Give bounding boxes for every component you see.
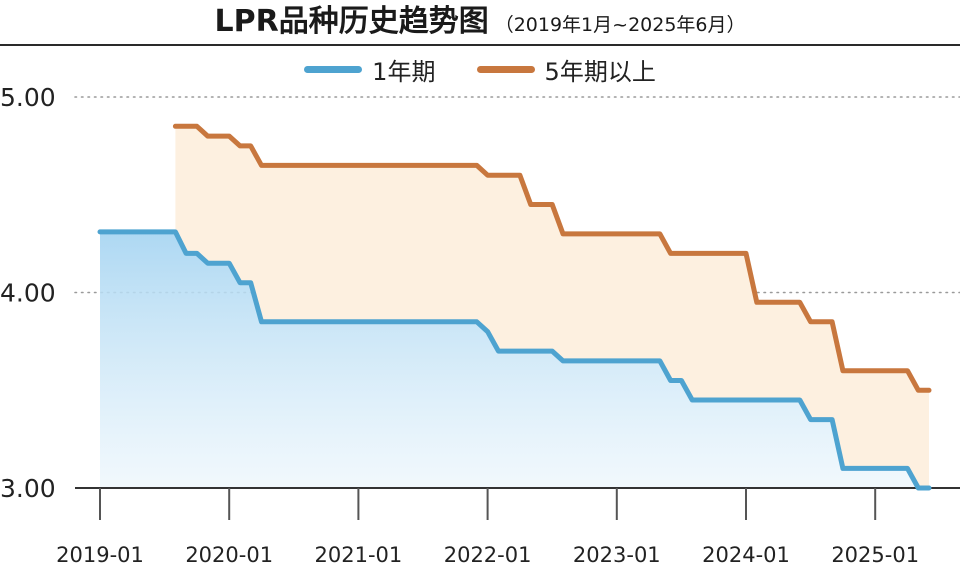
series-line-1y [97, 229, 932, 491]
x-tick-label-2019-01: 2019-01 [56, 543, 144, 565]
x-tick-label-2023-01: 2023-01 [573, 543, 661, 565]
legend-swatch-1y [304, 66, 363, 73]
x-tick-label-2021-01: 2021-01 [315, 543, 403, 565]
legend-swatch-5y [476, 66, 535, 73]
x-axis [75, 487, 960, 520]
legend: 1年期 5年期以上 [0, 52, 960, 92]
tick-labels: 3.00 4.00 5.00 2019-01 2020-01 2021-01 2022-01… [0, 83, 919, 565]
x-tick-label-2025-01: 2025-01 [831, 543, 919, 565]
legend-label-5y: 5年期以上 [544, 58, 656, 86]
y-tick-label-4.00: 4.00 [0, 279, 56, 308]
legend-label-1y: 1年期 [372, 58, 436, 86]
series-lines [97, 123, 932, 491]
title-divider [0, 44, 960, 46]
y-tick-label-3.00: 3.00 [0, 474, 56, 503]
series-line-5y [172, 123, 932, 393]
legend-item-1y: 1年期 [304, 52, 435, 87]
chart-title-block: LPR品种历史趋势图 （2019年1月~2025年6月） [0, 0, 960, 44]
chart-subtitle: （2019年1月~2025年6月） [494, 14, 746, 36]
x-tick-label-2020-01: 2020-01 [185, 543, 273, 565]
x-tick-label-2022-01: 2022-01 [444, 543, 532, 565]
legend-item-5y: 5年期以上 [476, 52, 656, 87]
chart-title: LPR品种历史趋势图 [214, 4, 489, 39]
y-tick-label-5.00: 5.00 [0, 83, 56, 112]
area-1y-fill [100, 231, 929, 488]
x-tick-label-2024-01: 2024-01 [702, 543, 790, 565]
